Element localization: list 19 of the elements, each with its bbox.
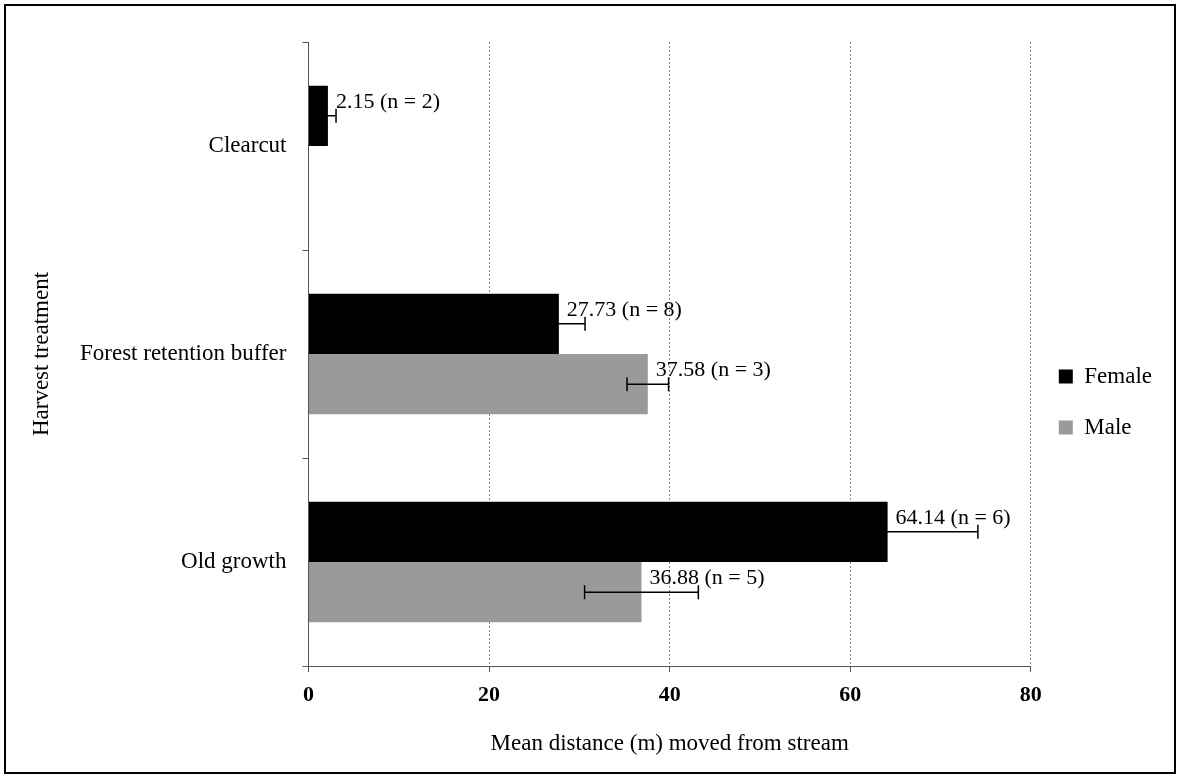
data-label: 27.73 (n = 8) — [566, 295, 682, 321]
data-label: 64.14 (n = 6) — [895, 503, 1011, 529]
data-label: 36.88 (n = 5) — [649, 563, 765, 589]
x-tick-label: 0 — [303, 680, 314, 706]
x-tick-label: 20 — [478, 680, 501, 706]
bar — [309, 562, 642, 623]
data-label: 37.58 (n = 3) — [655, 355, 771, 381]
legend-label: Female — [1084, 362, 1153, 388]
x-axis-title: Mean distance (m) moved from stream — [490, 730, 849, 756]
x-tick-label: 40 — [658, 680, 681, 706]
data-label: 2.15 (n = 2) — [335, 87, 440, 113]
y-tick-label: Forest retention buffer — [79, 340, 287, 366]
legend-label: Male — [1084, 413, 1132, 439]
x-tick-label: 80 — [1019, 680, 1042, 706]
y-tick-label: Old growth — [181, 548, 287, 574]
x-tick-label: 60 — [839, 680, 862, 706]
y-tick-label: Clearcut — [208, 132, 288, 158]
bar — [309, 354, 648, 415]
y-axis-title: Harvest treatment — [27, 271, 53, 437]
